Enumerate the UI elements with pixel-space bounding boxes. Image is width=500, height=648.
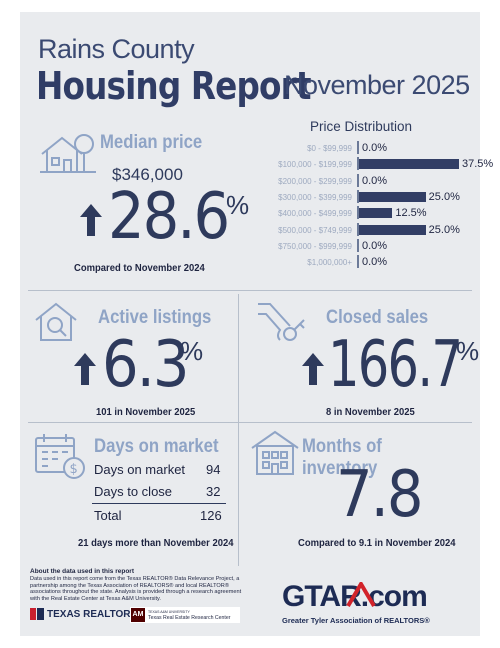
total-label: Total xyxy=(94,508,122,523)
house-tree-icon xyxy=(38,130,98,176)
closed-sales-change: 166.7 xyxy=(328,328,463,402)
price-range-label: $300,000 - $399,999 xyxy=(278,192,352,202)
price-axis-tick xyxy=(357,189,359,203)
median-price-change: 28.6 xyxy=(108,180,230,254)
price-row: $500,000 - $749,999 25.0% xyxy=(250,222,480,238)
days-on-market-label: Days on market xyxy=(94,436,219,457)
report-title: Housing Report xyxy=(36,64,311,108)
county-title: Rains County xyxy=(38,34,195,64)
arrow-up-icon xyxy=(302,353,324,385)
price-bar xyxy=(359,191,426,202)
price-value-label: 0.0% xyxy=(362,142,388,154)
divider-vertical xyxy=(238,294,239,566)
price-axis-tick xyxy=(357,255,359,269)
months-inventory-value: 7.8 xyxy=(336,458,424,532)
gtar-a-accent-icon xyxy=(346,582,376,608)
price-axis-tick xyxy=(357,173,359,187)
price-value-label: 25.0% xyxy=(428,190,460,203)
price-range-label: $200,000 - $299,999 xyxy=(278,176,352,186)
divider-top xyxy=(28,290,472,291)
tamu-center: Texas Real Estate Research Center xyxy=(148,615,231,621)
housing-report-page: Rains County Housing Report November 202… xyxy=(20,12,493,636)
price-value-label: 37.5% xyxy=(462,158,494,171)
price-bar xyxy=(359,224,426,235)
arrow-up-icon xyxy=(80,204,102,236)
price-axis-tick xyxy=(357,206,359,220)
tamu-logo: AM TEXAS A&M UNIVERSITY Texas Real Estat… xyxy=(130,607,240,623)
price-range-label: $100,000 - $199,999 xyxy=(278,160,352,170)
median-price-label: Median price xyxy=(100,132,203,153)
price-row: $200,000 - $299,999 0.0% xyxy=(250,173,480,189)
price-value-label: 25.0% xyxy=(428,223,460,236)
price-value-label: 12.5% xyxy=(395,207,427,220)
months-inventory-label: Months of inventory xyxy=(302,436,382,479)
dtc-row-label: Days to close xyxy=(94,484,173,499)
closed-sales-pct: % xyxy=(456,336,480,366)
price-axis-tick xyxy=(357,222,359,236)
months-inventory-compare: Compared to 9.1 in November 2024 xyxy=(298,537,456,549)
house-search-icon xyxy=(34,302,78,344)
tamu-university: TEXAS A&M UNIVERSITY xyxy=(148,610,190,614)
texas-realtors-mark-icon xyxy=(30,608,44,620)
dom-row-value: 94 xyxy=(206,462,221,477)
about-text: Data used in this report come from the T… xyxy=(30,576,242,602)
price-row: $1,000,000+ 0.0% xyxy=(250,254,480,270)
texas-realtors-text: TEXAS REALTORS xyxy=(47,608,138,620)
price-bar xyxy=(359,159,459,170)
price-value-label: 0.0% xyxy=(362,256,388,269)
divider-middle xyxy=(28,422,472,423)
price-value-label: 0.0% xyxy=(362,239,388,252)
calendar-money-icon: $ xyxy=(34,432,88,480)
total-rule xyxy=(92,503,226,504)
key-hand-icon xyxy=(256,300,308,348)
median-price-pct: % xyxy=(226,190,250,220)
report-month: November 2025 xyxy=(284,70,470,100)
svg-text:$: $ xyxy=(70,462,78,477)
price-bar xyxy=(359,208,393,219)
building-icon xyxy=(250,430,300,476)
price-row: $0 - $99,999 0.0% xyxy=(250,140,480,156)
median-price-compare: Compared to November 2024 xyxy=(74,262,205,274)
closed-sales-label: Closed sales xyxy=(326,307,429,328)
price-axis-tick xyxy=(357,238,359,252)
price-range-label: $1,000,000+ xyxy=(307,258,352,268)
total-value: 126 xyxy=(200,508,222,523)
price-row: $400,000 - $499,999 12.5% xyxy=(250,205,480,221)
arrow-up-icon xyxy=(74,353,96,385)
price-range-label: $750,000 - $999,999 xyxy=(278,241,352,251)
closed-sales-note: 8 in November 2025 xyxy=(326,406,415,418)
price-range-label: $400,000 - $499,999 xyxy=(278,209,352,219)
price-value-label: 0.0% xyxy=(362,174,388,187)
tamu-mark-icon: AM xyxy=(131,608,145,622)
price-axis-tick xyxy=(357,157,359,171)
price-row: $100,000 - $199,999 37.5% xyxy=(250,156,493,172)
price-row: $750,000 - $999,999 0.0% xyxy=(250,238,480,254)
active-listings-label: Active listings xyxy=(98,307,212,328)
gtar-full-name: Greater Tyler Association of REALTORS® xyxy=(282,616,430,625)
price-distribution-title: Price Distribution xyxy=(310,119,413,134)
median-price-value: $346,000 xyxy=(112,165,183,184)
price-range-label: $500,000 - $749,999 xyxy=(278,225,352,235)
active-listings-pct: % xyxy=(180,336,204,366)
days-on-market-note: 21 days more than November 2024 xyxy=(78,537,234,549)
active-listings-note: 101 in November 2025 xyxy=(96,406,196,418)
dom-row-label: Days on market xyxy=(94,462,186,477)
dtc-row-value: 32 xyxy=(206,484,221,499)
price-row: $300,000 - $399,999 25.0% xyxy=(250,189,480,205)
texas-realtors-logo: TEXAS REALTORS xyxy=(30,608,137,620)
about-title: About the data used in this report xyxy=(30,568,135,575)
price-axis-tick xyxy=(357,141,359,154)
price-range-label: $0 - $99,999 xyxy=(307,144,352,153)
active-listings-change: 6.3 xyxy=(102,328,190,402)
